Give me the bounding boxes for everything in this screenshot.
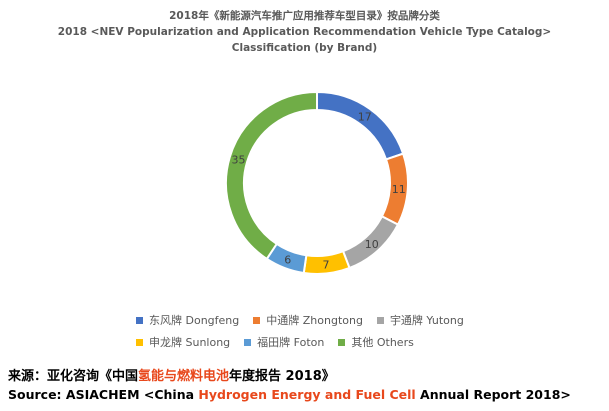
legend-label: 宇通牌 Yutong xyxy=(389,314,464,327)
legend-row: 东风牌 Dongfeng 中通牌 Zhongtong 宇通牌 Yutong xyxy=(136,309,496,331)
chart-title-block: 2018年《新能源汽车推广应用推荐车型目录》按品牌分类 2018 <NEV Po… xyxy=(0,8,609,56)
data-label: 10 xyxy=(365,238,379,251)
source-en-suffix: Annual Report 2018> xyxy=(415,387,571,402)
legend-swatch xyxy=(376,316,384,324)
donut-slice xyxy=(316,90,405,161)
legend-item: 中通牌 Zhongtong xyxy=(253,312,363,328)
legend-label: 东风牌 Dongfeng xyxy=(149,314,240,327)
chart-subtitle-line1: 2018 <NEV Popularization and Application… xyxy=(57,26,552,38)
data-label: 35 xyxy=(231,153,245,166)
legend-item: 其他 Others xyxy=(338,334,414,350)
data-label: 6 xyxy=(284,254,291,267)
legend-swatch xyxy=(136,316,143,324)
source-cn-suffix: 年度报告 2018》 xyxy=(229,369,335,384)
donut-slice xyxy=(225,90,318,261)
chart-title: 2018年《新能源汽车推广应用推荐车型目录》按品牌分类 xyxy=(169,10,440,22)
source-en-highlight: Hydrogen Energy and Fuel Cell xyxy=(198,387,416,402)
legend-label: 申龙牌 Sunlong xyxy=(149,336,231,349)
legend-item: 福田牌 Foton xyxy=(244,334,324,350)
source-cn-highlight: 氢能与燃料电池 xyxy=(138,369,230,384)
data-label: 11 xyxy=(392,183,406,196)
source-chinese: 来源：亚化咨询《中国氢能与燃料电池年度报告 2018》 xyxy=(8,365,335,384)
chart-subtitle-line2: Classification (by Brand) xyxy=(231,42,378,54)
donut-chart: 17 11 10 7 6 35 xyxy=(225,90,409,275)
legend-label: 其他 Others xyxy=(351,336,414,349)
legend-item: 东风牌 Dongfeng xyxy=(136,312,239,328)
legend-label: 中通牌 Zhongtong xyxy=(266,314,363,327)
source-english: Source: ASIACHEM <China Hydrogen Energy … xyxy=(8,387,571,402)
legend-swatch xyxy=(253,316,261,324)
legend-swatch xyxy=(338,338,346,346)
source-cn-prefix: 来源：亚化咨询《中国 xyxy=(8,369,139,384)
data-label: 17 xyxy=(358,110,372,123)
legend-item: 申龙牌 Sunlong xyxy=(136,334,230,350)
chart-legend: 东风牌 Dongfeng 中通牌 Zhongtong 宇通牌 Yutong 申龙牌 … xyxy=(136,309,496,353)
legend-swatch xyxy=(244,338,252,346)
legend-swatch xyxy=(136,338,143,346)
source-en-prefix: Source: ASIACHEM <China xyxy=(8,387,199,402)
legend-row: 申龙牌 Sunlong 福田牌 Foton 其他 Others xyxy=(136,331,496,353)
legend-label: 福田牌 Foton xyxy=(257,336,325,349)
legend-item: 宇通牌 Yutong xyxy=(376,312,464,328)
data-label: 7 xyxy=(322,259,329,272)
